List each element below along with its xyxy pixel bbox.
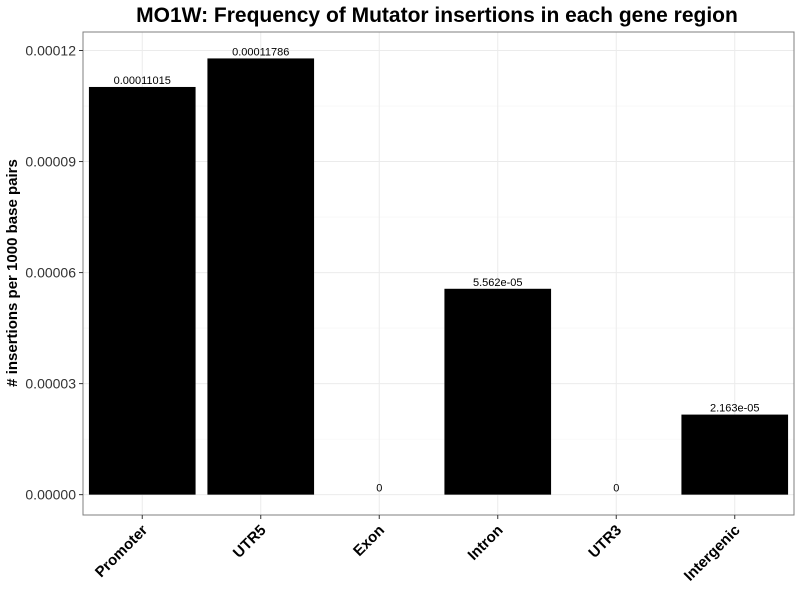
x-axis: Promoter UTR5 Exon Intron UTR3 Intergenic (92, 515, 744, 585)
bar-intron (444, 288, 552, 495)
bar-intergenic (681, 414, 789, 495)
x-tick-label-exon: Exon (350, 522, 388, 560)
y-tick-label: 0.00012 (25, 43, 76, 59)
y-axis-label: # insertions per 1000 base pairs (4, 159, 21, 387)
x-tick-label-promoter: Promoter (92, 522, 151, 581)
bars (88, 58, 789, 495)
data-label-exon: 0 (376, 483, 382, 495)
y-tick-label: 0.00003 (25, 376, 76, 392)
y-axis: 0.00000 0.00003 0.00006 0.00009 0.00012 (25, 43, 83, 503)
x-tick-label-intergenic: Intergenic (681, 522, 744, 585)
x-tick-label-utr3: UTR3 (585, 522, 625, 562)
data-label-intron: 5.562e-05 (473, 277, 523, 289)
y-tick-label: 0.00000 (25, 487, 76, 503)
y-tick-label: 0.00009 (25, 154, 76, 170)
x-tick-label-utr5: UTR5 (230, 522, 270, 562)
bar-utr5 (207, 58, 315, 495)
y-tick-label: 0.00006 (25, 265, 76, 281)
data-labels: 0.00011015 0.00011786 0 5.562e-05 0 2.163e-05 (114, 46, 760, 494)
bar-promoter (88, 86, 196, 495)
x-tick-label-intron: Intron (465, 522, 507, 564)
plot-panel-border (82, 31, 795, 516)
data-label-promoter: 0.00011015 (114, 75, 171, 87)
data-label-utr5: 0.00011786 (232, 46, 289, 58)
data-label-utr3: 0 (613, 483, 619, 495)
data-label-intergenic: 2.163e-05 (710, 403, 760, 415)
chart-title: MO1W: Frequency of Mutator insertions in… (136, 4, 738, 27)
